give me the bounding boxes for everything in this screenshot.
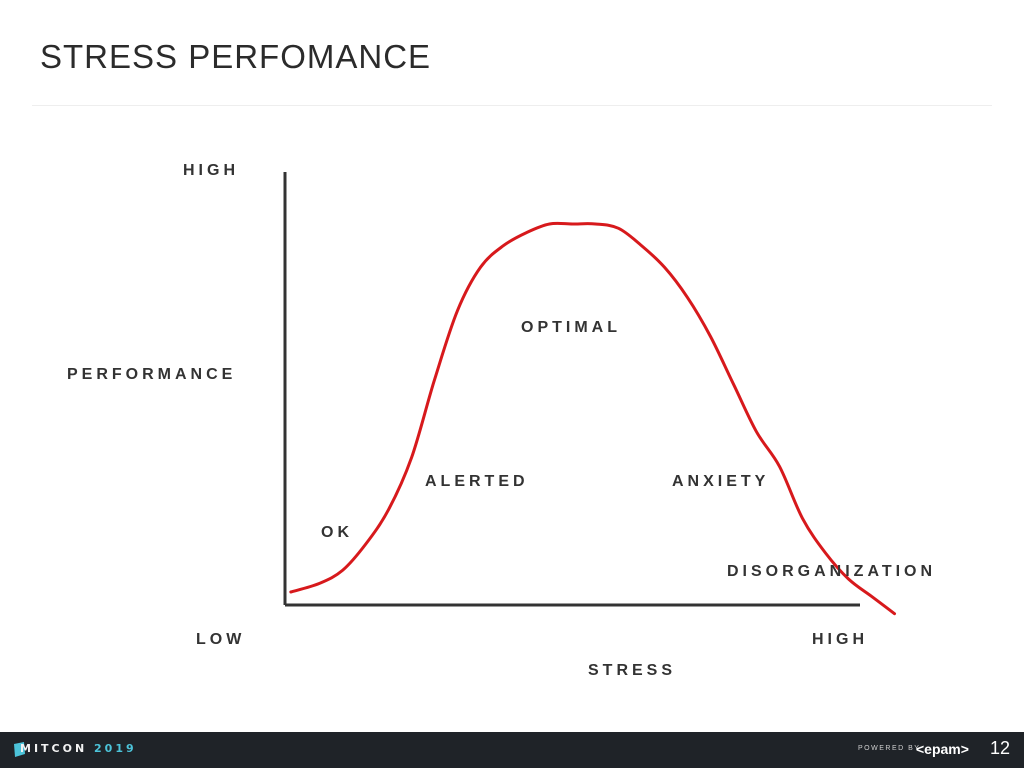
page-number: 12 bbox=[989, 738, 1010, 758]
x-axis-title: STRESS bbox=[588, 662, 677, 679]
powered-by-label: POWERED BY bbox=[858, 745, 921, 752]
y-axis-high-label: HIGH bbox=[183, 162, 239, 179]
annotation-alerted: ALERTED bbox=[425, 473, 529, 490]
footer-bar bbox=[0, 732, 1024, 768]
annotation-anxiety: ANXIETY bbox=[672, 473, 770, 490]
slide-title: STRESS PERFOMANCE bbox=[40, 38, 432, 75]
title-divider bbox=[32, 105, 992, 106]
annotation-ok: OK bbox=[321, 524, 353, 541]
annotation-disorganization: DISORGANIZATION bbox=[727, 563, 937, 580]
x-axis-low-label: LOW bbox=[196, 631, 246, 648]
event-logo: MITCON 2019 bbox=[20, 742, 137, 755]
event-year: 2019 bbox=[94, 742, 137, 755]
x-axis-high-label: HIGH bbox=[812, 631, 868, 648]
annotation-optimal: OPTIMAL bbox=[521, 319, 621, 336]
mitcon-logo-icon bbox=[14, 742, 25, 757]
stress-performance-chart bbox=[283, 172, 896, 616]
event-name: MITCON bbox=[20, 742, 88, 755]
series-layer bbox=[289, 221, 896, 616]
series-line-0 bbox=[289, 221, 896, 616]
brand-logo: <epam> bbox=[916, 741, 969, 757]
y-axis-title: PERFORMANCE bbox=[67, 366, 237, 383]
